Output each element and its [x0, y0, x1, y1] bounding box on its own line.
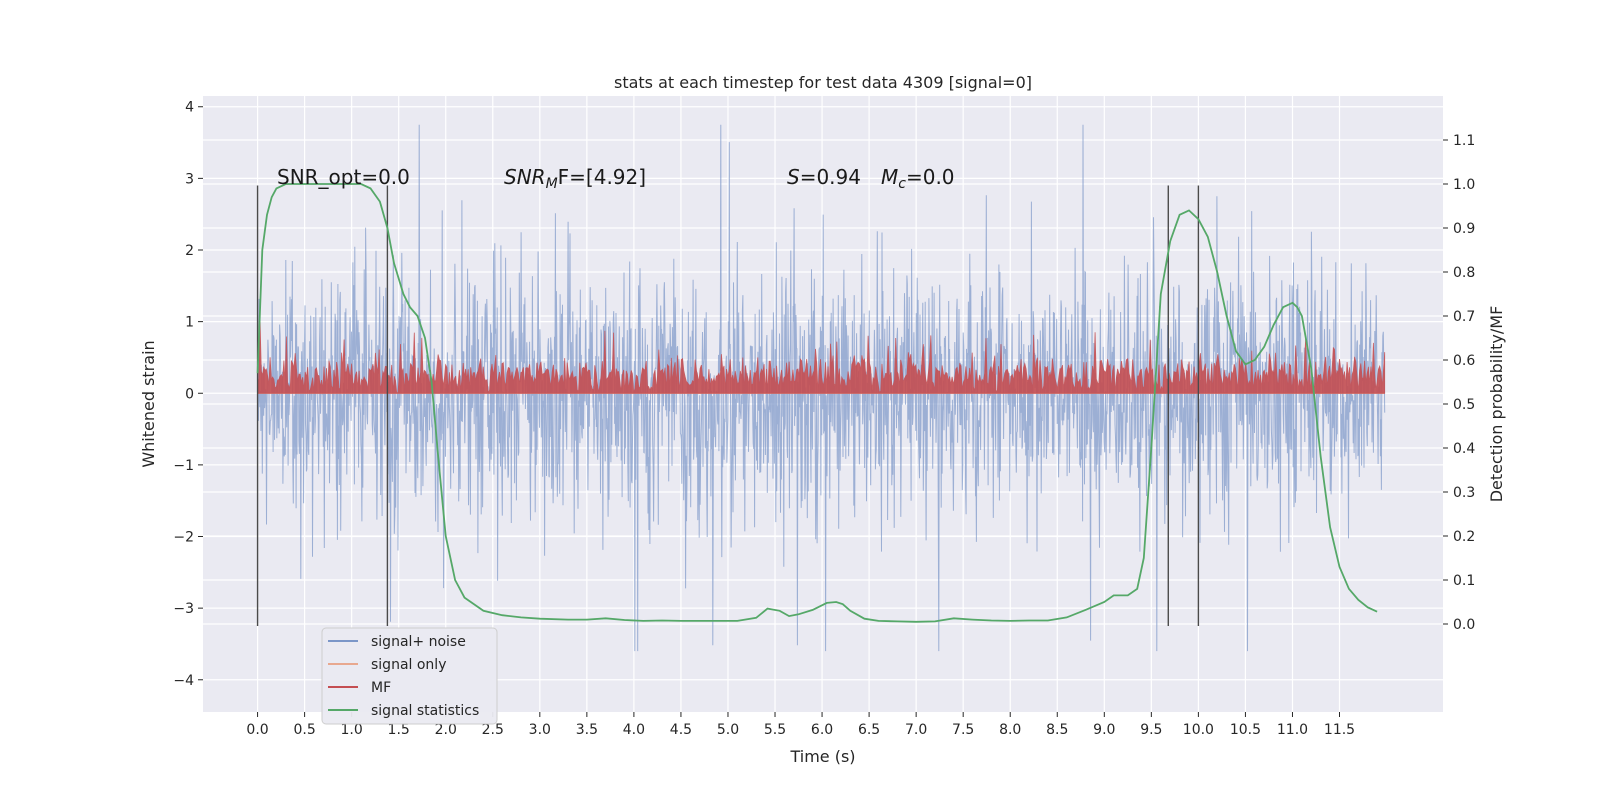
annotation-s: S=0.94: [787, 165, 861, 189]
y-tick-label: −1: [173, 458, 194, 474]
y2-tick-label: 0.4: [1453, 441, 1475, 457]
legend-label-mf: MF: [371, 680, 391, 696]
y-axis-label: Whitened strain: [139, 340, 158, 467]
x-tick-label: 2.5: [482, 722, 504, 738]
y2-tick-label: 0.0: [1453, 617, 1475, 633]
y-tick-label: −2: [173, 530, 194, 546]
x-tick-label: 2.0: [435, 722, 457, 738]
x-tick-label: 5.0: [717, 722, 739, 738]
y2-axis-label: Detection probability/MF: [1487, 306, 1506, 503]
x-tick-label: 9.0: [1093, 722, 1115, 738]
series-signal-statistics-line: [256, 183, 1378, 623]
x-tick-label: 6.0: [811, 722, 833, 738]
y2-tick-label: 0.5: [1453, 397, 1475, 413]
y2-tick-label: 0.3: [1453, 485, 1475, 501]
x-tick-label: 11.0: [1277, 722, 1308, 738]
x-tick-label: 11.5: [1324, 722, 1355, 738]
x-tick-label: 5.5: [764, 722, 786, 738]
legend-label-signal-statistics: signal statistics: [371, 703, 479, 719]
data-layer: [256, 124, 1386, 652]
series-mf-line: [257, 321, 1386, 394]
grid-layer: [203, 96, 1443, 712]
y2-tick-label: 0.7: [1453, 309, 1475, 325]
annotation-mc: Mc=0.0: [881, 165, 955, 192]
x-tick-label: 4.0: [623, 722, 645, 738]
annotation-snr-opt: SNR_opt=0.0: [277, 165, 410, 189]
y-tick-label: 0: [185, 386, 194, 402]
y-tick-label: 3: [185, 171, 194, 187]
y2-tick-label: 0.9: [1453, 221, 1475, 237]
y2-tick-label: 1.0: [1453, 177, 1475, 193]
x-tick-label: 3.0: [529, 722, 551, 738]
x-tick-label: 8.0: [999, 722, 1021, 738]
x-tick-label: 0.0: [246, 722, 268, 738]
chart-title: stats at each timestep for test data 430…: [614, 73, 1032, 92]
x-tick-label: 0.5: [293, 722, 315, 738]
x-axis-label: Time (s): [789, 747, 855, 766]
axis-layer: 0.0 0.5 1.0 1.5 2.0 2.5 3.0 3.5 4.0 4.5 5.0 5.5 6.0 6…: [173, 100, 1475, 738]
y2-tick-label: 0.8: [1453, 265, 1475, 281]
y-tick-label: −4: [173, 673, 194, 689]
y2-tick-label: 1.1: [1453, 133, 1475, 149]
x-tick-label: 9.5: [1140, 722, 1162, 738]
x-tick-label: 7.0: [905, 722, 927, 738]
annotation-snr-mf: SNRMF=[4.92]: [504, 165, 646, 192]
legend-box: [321, 627, 498, 725]
legend-label-signal-noise: signal+ noise: [371, 634, 466, 650]
x-tick-label: 10.0: [1183, 722, 1214, 738]
x-tick-label: 1.5: [388, 722, 410, 738]
y2-tick-label: 0.1: [1453, 573, 1475, 589]
y-tick-label: 4: [185, 100, 194, 116]
x-tick-label: 1.0: [341, 722, 363, 738]
x-tick-label: 4.5: [670, 722, 692, 738]
y-tick-label: 2: [185, 243, 194, 259]
x-tick-label: 10.5: [1230, 722, 1261, 738]
x-tick-label: 3.5: [576, 722, 598, 738]
x-tick-label: 8.5: [1046, 722, 1068, 738]
y2-tick-label: 0.2: [1453, 529, 1475, 545]
x-tick-label: 7.5: [952, 722, 974, 738]
legend-label-signal-only: signal only: [371, 657, 446, 673]
y2-tick-label: 0.6: [1453, 353, 1475, 369]
series-signal-noise-line: [257, 124, 1386, 652]
y-tick-label: −3: [173, 601, 194, 617]
legend: signal+ noise signal only MF signal stat…: [321, 627, 498, 725]
x-tick-label: 6.5: [858, 722, 880, 738]
y-tick-label: 1: [185, 315, 194, 331]
